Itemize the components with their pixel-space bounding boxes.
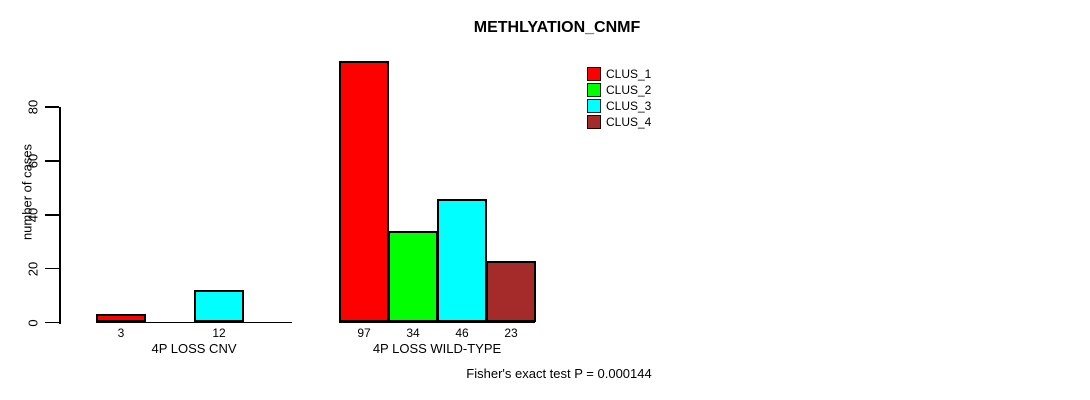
- bar-value-label: 12: [212, 326, 226, 340]
- x-axis-baseline: [339, 321, 535, 324]
- chart-title: METHLYATION_CNMF: [473, 19, 641, 36]
- bar-clus_2-2: [388, 230, 438, 323]
- bar-value-label: 34: [406, 326, 420, 340]
- bar-clus_4-2: [486, 260, 536, 323]
- x-axis-baseline: [96, 321, 292, 324]
- y-tick-mark: [45, 267, 59, 270]
- legend-item-clus_2: CLUS_2: [587, 82, 651, 97]
- legend-item-label: CLUS_3: [606, 98, 652, 113]
- legend-item-clus_1: CLUS_1: [587, 66, 651, 81]
- y-tick-label: 60: [25, 153, 41, 169]
- bar-value-label: 3: [117, 326, 125, 340]
- y-tick-mark: [45, 106, 59, 108]
- bar-value-label: 23: [504, 326, 518, 340]
- bar-clus_3-1: [194, 290, 244, 323]
- legend-swatch-clus_2: [587, 82, 601, 97]
- y-tick-mark: [45, 160, 59, 162]
- bar-clus_1-1: [96, 314, 146, 323]
- y-axis-line: [59, 107, 61, 324]
- legend-swatch-clus_1: [587, 66, 601, 81]
- group-label-1: 4P LOSS CNV: [151, 341, 237, 356]
- legend-item-label: CLUS_2: [606, 82, 652, 97]
- legend-item-label: CLUS_4: [606, 115, 652, 130]
- y-tick-label: 20: [25, 261, 41, 276]
- fisher-test-annotation: Fisher's exact test P = 0.000144: [466, 366, 652, 381]
- bar-value-label: 46: [455, 326, 469, 340]
- y-tick-mark: [45, 214, 59, 216]
- legend-item-label: CLUS_1: [606, 66, 652, 81]
- group-label-2: 4P LOSS WILD-TYPE: [372, 341, 502, 356]
- bar-value-label: 97: [357, 326, 371, 340]
- legend-swatch-clus_3: [587, 98, 601, 113]
- y-tick-label: 40: [25, 207, 41, 222]
- bar-clus_3-2: [437, 198, 487, 323]
- y-tick-mark: [45, 321, 59, 324]
- legend-swatch-clus_4: [587, 115, 601, 130]
- legend-item-clus_3: CLUS_3: [587, 98, 651, 113]
- legend-item-clus_4: CLUS_4: [587, 115, 651, 130]
- bar-clus_1-2: [339, 61, 389, 323]
- y-tick-label: 0: [25, 318, 41, 327]
- y-tick-label: 80: [25, 99, 41, 115]
